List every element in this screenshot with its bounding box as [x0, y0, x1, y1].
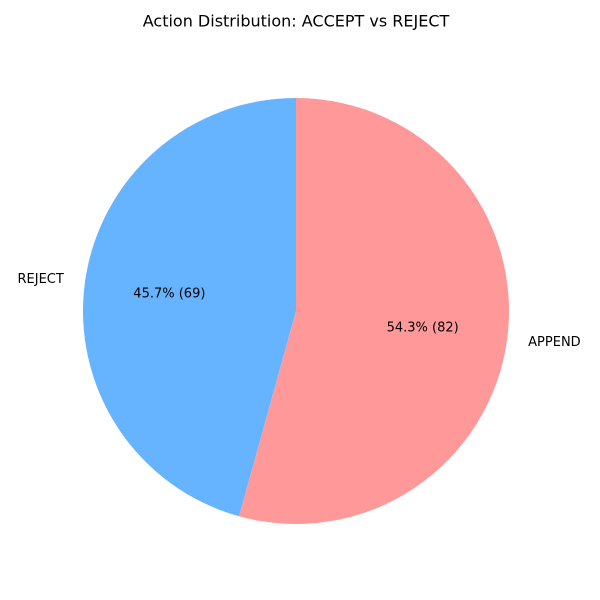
pie-slice [239, 98, 509, 524]
value-label: 45.7% (69) [133, 286, 205, 301]
value-label: 54.3% (82) [387, 321, 459, 336]
chart-title: Action Distribution: ACCEPT vs REJECT [143, 12, 450, 31]
slice-label: REJECT [18, 272, 64, 287]
slice-label: APPEND [528, 335, 581, 350]
pie-slice [82, 98, 296, 517]
